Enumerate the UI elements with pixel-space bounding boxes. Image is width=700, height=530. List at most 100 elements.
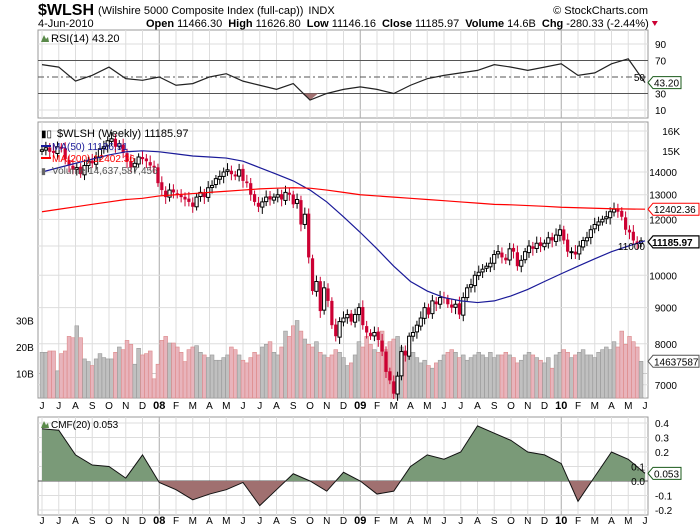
candle-body: [113, 138, 118, 147]
month-label: M: [624, 516, 632, 527]
cmf-tick-label: 0.2: [655, 448, 669, 459]
volume-bar: [244, 362, 250, 399]
candle-body: [542, 242, 547, 248]
month-label: D: [340, 516, 347, 527]
volume-bar: [175, 346, 180, 399]
volume-bar: [318, 351, 323, 399]
month-label: M: [390, 516, 398, 527]
candle-body: [434, 301, 438, 305]
month-label: A: [407, 401, 414, 412]
month-label: O: [306, 401, 314, 412]
month-label: M: [222, 401, 230, 412]
candle-body: [101, 146, 106, 149]
month-label: N: [524, 516, 531, 527]
month-label: J: [643, 516, 648, 527]
price-tick-label: 15K: [662, 147, 680, 158]
candle-body: [183, 196, 187, 200]
ma200-legend: MA(200) 12402.36: [52, 154, 135, 165]
candle-body: [519, 259, 524, 267]
volume-bar: [298, 330, 304, 399]
volume-bar: [561, 349, 566, 399]
month-label: J: [442, 401, 447, 412]
volume-bar: [530, 354, 536, 399]
cmf-tick-label: -0.2: [655, 506, 673, 517]
candle-body: [136, 156, 141, 165]
price-tick-label: 7000: [655, 381, 678, 392]
candle-body: [356, 307, 362, 316]
month-label: D: [541, 401, 548, 412]
quote-close: 11185.97: [415, 18, 459, 30]
candle-body: [422, 307, 427, 319]
month-label: J: [241, 401, 246, 412]
volume-bar: [406, 354, 412, 399]
month-label: O: [105, 516, 113, 527]
volume-bar: [418, 362, 423, 399]
month-label: 10: [555, 515, 567, 527]
candle-body: [302, 213, 307, 225]
exchange: INDX: [308, 5, 335, 17]
cmf-value-box: [647, 466, 682, 480]
volume-bar: [202, 354, 207, 399]
candle-body: [557, 229, 563, 236]
volume-tick-label: 30B: [16, 317, 34, 328]
cmf-legend-icon: [41, 421, 49, 428]
candle-body: [511, 247, 516, 252]
candle-body: [198, 191, 203, 198]
volume-bar: [553, 354, 559, 399]
month-label: M: [624, 401, 632, 412]
candle-body: [488, 262, 493, 268]
month-label: J: [56, 401, 61, 412]
candle-body: [538, 242, 543, 247]
volume-tick-label: 10B: [16, 370, 34, 381]
volume-bar: [190, 346, 195, 399]
month-label: A: [407, 516, 414, 527]
cmf-tick-label: -0.1: [655, 492, 673, 503]
volume-bar: [93, 358, 99, 399]
volume-bar: [74, 325, 79, 399]
candle-body: [55, 146, 60, 154]
volume-bar: [267, 341, 273, 399]
month-label: A: [206, 516, 213, 527]
volume-bar: [484, 357, 489, 399]
volume-bar: [600, 349, 605, 399]
volume-bar: [546, 357, 551, 399]
volume-bar: [503, 351, 508, 399]
volume-bar: [453, 351, 458, 399]
candle-body: [307, 213, 311, 258]
quote-open: 11466.30: [177, 18, 222, 30]
candle-body: [531, 246, 535, 249]
candle-body: [283, 191, 288, 201]
month-label: S: [89, 516, 96, 527]
volume-bar: [198, 351, 203, 399]
candle-body: [461, 297, 466, 316]
candle-body: [48, 147, 52, 152]
month-label: S: [89, 401, 96, 412]
cmf-line: [41, 425, 646, 507]
volume-bar: [619, 330, 624, 399]
candle-body: [129, 160, 133, 168]
volume-bar: [426, 365, 431, 399]
quote-chg: -280.33 (-2.44%): [566, 18, 649, 30]
candle-body: [492, 254, 497, 264]
volume-bar: [495, 354, 501, 399]
candle-body: [63, 148, 67, 160]
volume-bar: [86, 361, 91, 399]
ma200-value-box: [647, 202, 700, 216]
price-tick-label: 14000: [649, 168, 677, 179]
month-label: F: [575, 401, 581, 412]
candle-legend-icon: ▮▯: [41, 129, 52, 140]
volume-bar: [329, 354, 335, 399]
rsi-tick-label: 90: [655, 40, 667, 51]
volume-bar: [117, 346, 122, 399]
volume-legend-icon: ▮: [41, 166, 46, 176]
volume-bar: [194, 345, 199, 399]
volume-bar: [256, 354, 261, 399]
volume-bar: [437, 359, 443, 399]
volume-bar: [225, 354, 230, 399]
volume-bar: [577, 351, 582, 399]
candle-body: [241, 168, 245, 181]
volume-bar: [569, 357, 574, 399]
volume-bar: [345, 365, 350, 399]
cmf-series: [41, 425, 646, 507]
candle-body: [221, 171, 226, 177]
